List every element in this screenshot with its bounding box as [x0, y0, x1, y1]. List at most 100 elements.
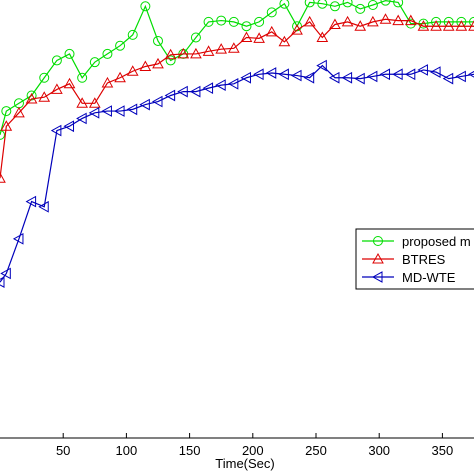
data-point [417, 64, 428, 76]
legend-label: MD-WTE [402, 270, 456, 285]
data-point [0, 129, 5, 140]
data-point [38, 200, 49, 213]
x-tick-label: 100 [116, 443, 138, 458]
data-point [366, 70, 378, 83]
data-point [455, 20, 468, 31]
data-point [25, 195, 37, 208]
data-point [76, 97, 89, 108]
data-point [39, 72, 50, 83]
data-point [76, 112, 87, 125]
data-point [342, 0, 353, 8]
data-point [164, 89, 176, 102]
data-point [380, 0, 391, 6]
data-point [202, 82, 214, 94]
data-point [341, 71, 353, 84]
data-point [404, 68, 416, 81]
x-tick-label: 250 [305, 443, 327, 458]
data-point [127, 29, 138, 40]
data-point [265, 25, 278, 37]
data-point [189, 85, 201, 98]
legend-label: proposed m [402, 234, 471, 249]
data-point [265, 67, 277, 79]
data-point [151, 95, 163, 108]
data-point [164, 48, 177, 60]
data-point [203, 16, 214, 27]
data-point [12, 232, 24, 245]
data-point [279, 0, 290, 9]
data-point [455, 70, 466, 83]
data-point [153, 35, 163, 46]
data-point [139, 60, 152, 71]
data-point [393, 0, 404, 8]
data-point [77, 72, 88, 83]
data-point [278, 68, 289, 81]
data-point [254, 16, 265, 27]
data-point [392, 14, 405, 26]
series-3 [0, 59, 474, 288]
data-point [468, 20, 474, 31]
data-point [152, 57, 164, 69]
data-point [303, 71, 315, 84]
legend-marker [371, 271, 383, 283]
data-point [430, 66, 441, 78]
data-point [51, 83, 63, 94]
data-point [227, 42, 240, 53]
data-point [114, 71, 126, 83]
data-point [404, 14, 417, 26]
data-point [329, 18, 341, 29]
data-point [328, 71, 340, 84]
axes: 50 100 150 200 250 300 350 [0, 433, 474, 458]
data-point [25, 92, 38, 104]
data-point [102, 48, 113, 59]
series-2 [0, 13, 474, 183]
data-point [469, 16, 474, 27]
data-point [367, 0, 378, 10]
series-line [0, 18, 474, 179]
data-point [442, 72, 454, 85]
data-point [50, 124, 62, 137]
data-point [241, 21, 252, 32]
data-point [240, 71, 251, 84]
plot-area [0, 0, 474, 288]
data-point [101, 76, 114, 88]
data-point [379, 13, 392, 24]
data-point [354, 20, 367, 31]
data-point [114, 105, 125, 117]
data-point [101, 105, 112, 117]
data-point [392, 68, 403, 81]
data-point [13, 106, 25, 118]
data-point [0, 120, 13, 131]
legend-label: BTRES [402, 252, 446, 267]
data-point [266, 7, 277, 18]
data-point [0, 172, 6, 183]
data-point [240, 31, 253, 42]
data-point [63, 120, 75, 133]
data-point [190, 47, 202, 59]
data-point [215, 79, 226, 91]
data-point [63, 77, 76, 89]
data-point [139, 98, 150, 111]
data-point [215, 43, 228, 54]
data-point [355, 3, 366, 14]
data-point [316, 59, 327, 72]
data-point [354, 72, 365, 85]
x-tick-label: 350 [432, 443, 454, 458]
x-tick-label: 200 [242, 443, 264, 458]
data-point [64, 48, 75, 59]
x-tick-label: 50 [56, 443, 70, 458]
data-point [1, 106, 12, 117]
legend: proposed m BTRES MD-WTE [355, 228, 474, 290]
data-point [115, 40, 126, 51]
data-point [165, 55, 176, 66]
data-point [430, 20, 442, 31]
data-point [291, 69, 302, 82]
data-point [51, 55, 62, 66]
data-point [253, 32, 265, 43]
data-point [341, 15, 354, 27]
x-tick-label: 150 [179, 443, 201, 458]
data-point [278, 35, 291, 47]
data-point [126, 65, 139, 76]
legend-marker [373, 236, 383, 246]
data-point [442, 20, 455, 31]
data-point [89, 57, 100, 68]
